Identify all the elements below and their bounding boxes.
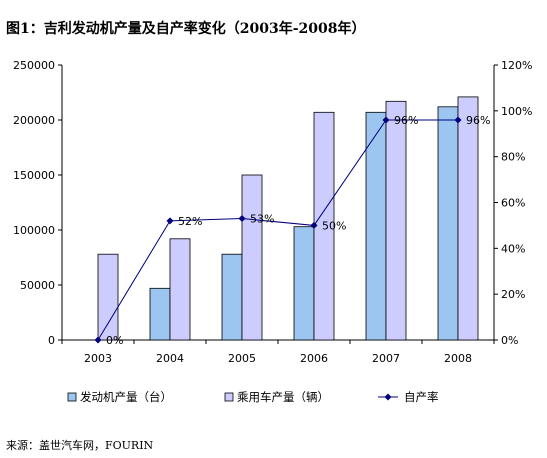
engine-output-bar [437, 106, 459, 341]
engine-output-bar [221, 253, 243, 341]
self-sufficiency-point [166, 217, 174, 225]
left-tick-label: 0 [48, 334, 55, 347]
data-label: 53% [250, 213, 274, 226]
data-label: 96% [466, 114, 490, 127]
left-tick-label: 100000 [13, 224, 55, 237]
source-note: 来源：盖世汽车网，FOURIN [6, 439, 154, 452]
right-tick-label: 120% [501, 59, 532, 72]
right-tick-label: 60% [501, 197, 525, 210]
engine-output-bar [365, 111, 387, 341]
left-tick-label: 150000 [13, 169, 55, 182]
chart-title: 图1：吉利发动机产量及自产率变化（2003年-2008年） [6, 21, 366, 37]
right-tick-label: 100% [501, 105, 532, 118]
legend-ratio-marker [384, 393, 392, 401]
right-tick-label: 20% [501, 288, 525, 301]
legend-ratio-label: 自产率 [404, 390, 439, 404]
x-tick-label: 2004 [156, 352, 184, 365]
x-tick-label: 2007 [372, 352, 400, 365]
left-tick-label: 50000 [20, 279, 55, 292]
data-label: 50% [322, 219, 346, 232]
self-sufficiency-line [97, 119, 458, 341]
car-output-bar [457, 96, 479, 341]
engine-output-bar [293, 226, 315, 341]
car-output-bar [169, 238, 191, 341]
legend-car-swatch [224, 392, 234, 402]
legend-engine-swatch [67, 392, 77, 402]
self-sufficiency-point [454, 116, 462, 124]
legend-car-label: 乘用车产量（辆） [237, 390, 329, 404]
data-label: 0% [106, 334, 123, 347]
right-tick-label: 0% [501, 334, 518, 347]
car-output-bar [97, 253, 119, 341]
data-label: 52% [178, 215, 202, 228]
right-tick-label: 80% [501, 151, 525, 164]
car-output-bar [241, 174, 263, 341]
self-sufficiency-point [238, 215, 246, 223]
x-tick-label: 2006 [300, 352, 328, 365]
legend-engine-label: 发动机产量（台） [80, 390, 172, 404]
x-tick-label: 2003 [84, 352, 112, 365]
car-output-bar [385, 100, 407, 341]
left-tick-label: 250000 [13, 59, 55, 72]
right-tick-label: 40% [501, 242, 525, 255]
self-sufficiency-point [94, 336, 102, 344]
self-sufficiency-point [382, 116, 390, 124]
x-tick-label: 2005 [228, 352, 256, 365]
left-tick-label: 200000 [13, 114, 55, 127]
x-tick-label: 2008 [444, 352, 472, 365]
engine-output-bar [149, 287, 171, 341]
data-label: 96% [394, 114, 418, 127]
self-sufficiency-point [310, 221, 318, 229]
